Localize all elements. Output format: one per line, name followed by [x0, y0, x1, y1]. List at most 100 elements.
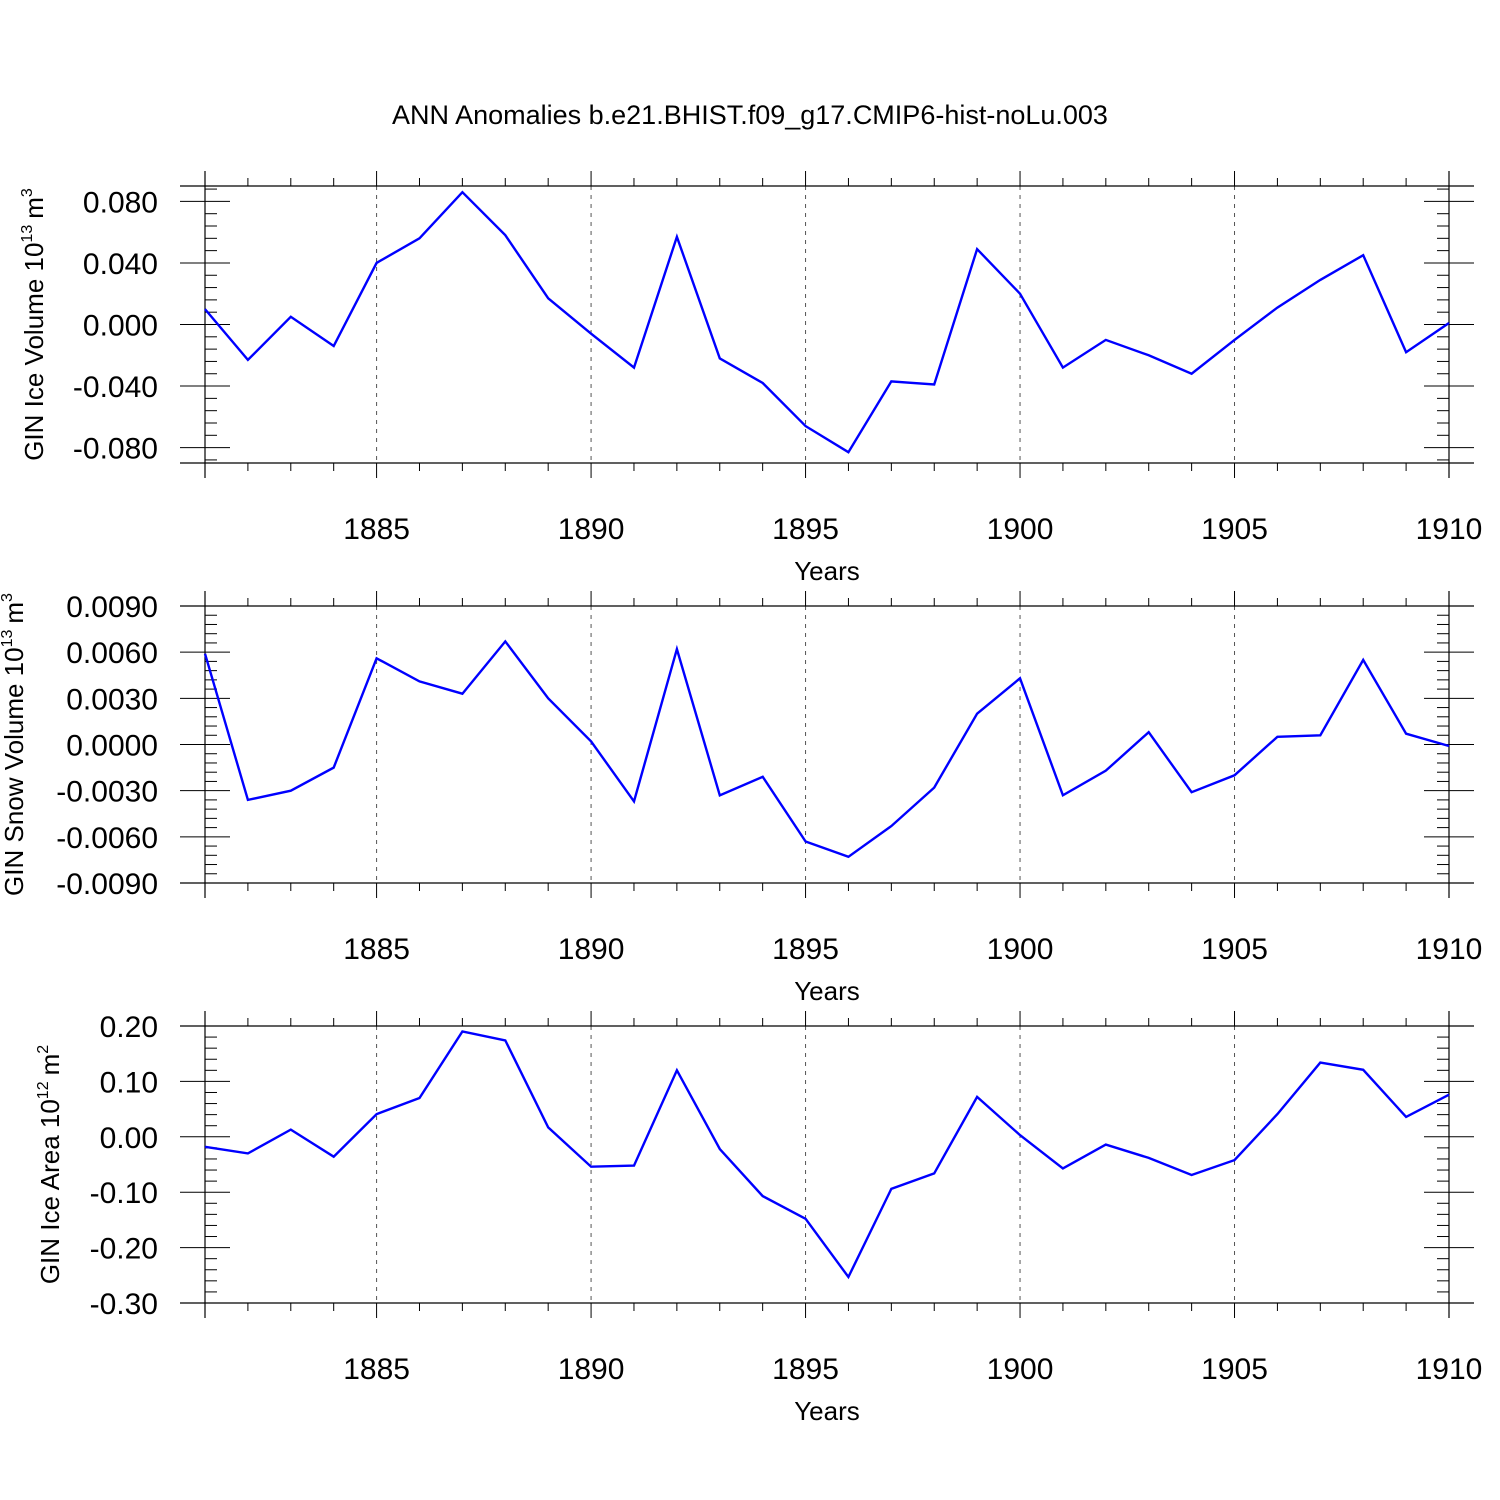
y-tick-label: 0.00: [100, 1122, 158, 1155]
y-tick-label: -0.0030: [56, 776, 158, 809]
x-tick-label: 1890: [558, 513, 625, 546]
data-point: [332, 766, 336, 770]
data-point: [246, 1151, 250, 1155]
data-point: [846, 450, 850, 454]
y-axis-title-unit: m: [0, 602, 29, 624]
x-tick-label: 1900: [987, 933, 1054, 966]
data-point: [1361, 658, 1365, 662]
series-line-ice-area: [204, 1030, 1450, 1280]
x-tick-label: 1895: [772, 1353, 839, 1386]
data-point: [1190, 790, 1194, 794]
x-tick-label: 1895: [772, 513, 839, 546]
series-line-snow-volume: [203, 639, 1450, 859]
data-point: [1361, 1068, 1365, 1072]
data-point: [203, 652, 207, 656]
y-axis-title-unit: m: [19, 197, 49, 219]
data-point: [1018, 292, 1022, 296]
x-axis-title: Years: [794, 556, 860, 586]
y-tick-label: -0.0090: [56, 868, 158, 901]
data-point: [375, 1112, 379, 1116]
y-tick-label: -0.0060: [56, 822, 158, 855]
data-point: [1404, 732, 1408, 736]
y-axis-title-text: GIN Ice Area 10: [35, 1099, 65, 1284]
data-point: [503, 639, 507, 643]
y-tick-label: 0.040: [83, 248, 158, 281]
data-point: [503, 233, 507, 237]
data-point: [1104, 1143, 1108, 1147]
data-point: [975, 1095, 979, 1099]
panels: 0.080 0.040 0.000 -0.040 -0.080 1885 1890 1895 1…: [0, 171, 1482, 1426]
data-point: [975, 712, 979, 716]
data-point: [718, 356, 722, 360]
panel-ice-volume: 0.080 0.040 0.000 -0.040 -0.080 1885 1890 1895 1…: [19, 171, 1482, 586]
data-point: [632, 799, 636, 803]
data-point: [1275, 306, 1279, 310]
data-point: [1447, 321, 1451, 325]
data-point: [804, 839, 808, 843]
y-axis-title-exp: 13: [19, 225, 36, 243]
y-tick-label: -0.080: [73, 433, 158, 466]
data-point: [1147, 353, 1151, 357]
data-point: [804, 1217, 808, 1221]
data-point: [332, 1155, 336, 1159]
data-point: [889, 379, 893, 383]
data-point: [1190, 372, 1194, 376]
y-tick-label: -0.040: [73, 371, 158, 404]
data-point: [1018, 676, 1022, 680]
data-point: [417, 236, 421, 240]
y-axis-title-unit-exp: 2: [35, 1045, 52, 1054]
y-tick-label: 0.0030: [66, 683, 158, 716]
x-tick-label: 1905: [1201, 513, 1268, 546]
data-point: [675, 1068, 679, 1072]
y-axis-title: GIN Ice Volume 1013 m3: [19, 188, 49, 461]
y-tick-label: 0.0090: [66, 591, 158, 624]
data-point: [417, 1096, 421, 1100]
data-point: [503, 1038, 507, 1042]
x-tick-label: 1910: [1416, 1353, 1483, 1386]
data-point: [289, 789, 293, 793]
panel-ice-area: 0.20 0.10 0.00 -0.10 -0.20 -0.30 1885 1890 1895 1…: [35, 1011, 1482, 1426]
data-point: [1447, 744, 1451, 748]
data-point: [846, 1275, 850, 1279]
data-point: [675, 647, 679, 651]
data-point: [1404, 350, 1408, 354]
y-axis-title-text: GIN Ice Volume 10: [19, 243, 49, 461]
data-point: [1104, 338, 1108, 342]
data-point: [889, 1187, 893, 1191]
data-point: [460, 692, 464, 696]
data-point: [1104, 769, 1108, 773]
data-point: [761, 1194, 765, 1198]
data-point: [1233, 773, 1237, 777]
y-tick-label: -0.30: [90, 1288, 158, 1321]
data-point: [889, 824, 893, 828]
x-tick-label: 1900: [987, 1353, 1054, 1386]
data-point: [203, 1145, 207, 1149]
data-point: [718, 793, 722, 797]
data-point: [632, 1164, 636, 1168]
x-tick-label: 1910: [1416, 933, 1483, 966]
y-axis-title: GIN Ice Area 1012 m2: [35, 1045, 65, 1284]
data-point: [460, 1030, 464, 1034]
data-point: [804, 424, 808, 428]
x-axis-title: Years: [794, 976, 860, 1006]
x-tick-label: 1895: [772, 933, 839, 966]
data-point: [1147, 730, 1151, 734]
data-point: [589, 1165, 593, 1169]
data-point: [375, 656, 379, 660]
y-axis-title-unit-exp: 3: [19, 188, 36, 197]
data-point: [589, 739, 593, 743]
data-point: [589, 332, 593, 336]
x-tick-label: 1885: [343, 933, 410, 966]
x-tick-label: 1885: [343, 1353, 410, 1386]
data-point: [1404, 1115, 1408, 1119]
data-point: [718, 1147, 722, 1151]
data-point: [932, 383, 936, 387]
data-point: [546, 696, 550, 700]
data-point: [761, 775, 765, 779]
y-tick-label: -0.10: [90, 1177, 158, 1210]
data-point: [846, 855, 850, 859]
data-point: [1147, 1156, 1151, 1160]
data-point: [975, 247, 979, 251]
data-point: [761, 381, 765, 385]
